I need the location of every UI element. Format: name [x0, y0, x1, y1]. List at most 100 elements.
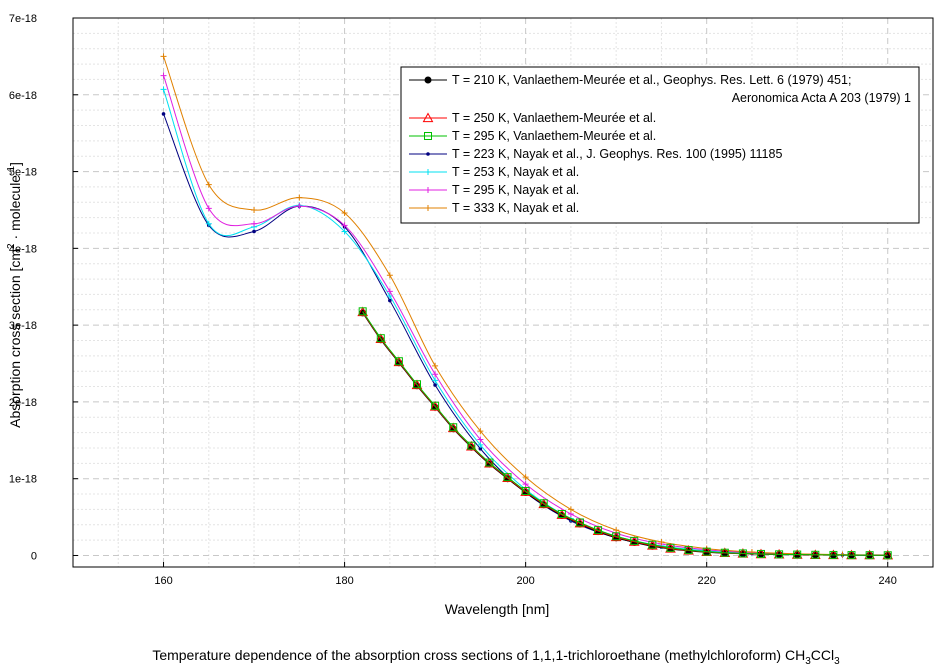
data-point [666, 543, 675, 552]
series-layer [160, 53, 894, 560]
x-tick-label: 240 [879, 575, 897, 587]
series-line [362, 312, 888, 556]
data-point [386, 272, 393, 279]
legend-box [400, 66, 920, 224]
data-point [612, 532, 621, 541]
data-point [432, 362, 439, 369]
data-point [757, 549, 765, 558]
data-point [829, 550, 838, 559]
data-point [205, 220, 212, 227]
data-point [477, 436, 484, 443]
data-point [847, 551, 856, 560]
legend-label: T = 295 K, Vanlaethem-Meurée et al. [452, 129, 656, 143]
data-point [484, 457, 495, 468]
data-point [160, 86, 167, 93]
y-axis-title: Absorption cross section [cm2 · molecule… [6, 162, 23, 428]
data-point [775, 550, 784, 559]
x-tick-label: 180 [335, 575, 353, 587]
legend-marker [424, 76, 432, 84]
series-1 [357, 306, 894, 560]
series-0 [359, 309, 892, 559]
legend-label: T = 253 K, Nayak et al. [452, 165, 579, 179]
data-point [522, 481, 529, 488]
series-line [362, 311, 888, 556]
x-tick-label: 220 [698, 575, 716, 587]
data-point [447, 422, 459, 433]
data-point [485, 458, 494, 467]
data-point [393, 356, 405, 367]
data-point [702, 547, 711, 556]
series-line [362, 311, 888, 556]
data-point [522, 474, 529, 481]
figure-caption: Temperature dependence of the absorption… [152, 647, 840, 667]
x-tick-label: 160 [154, 575, 172, 587]
legend-label: T = 295 K, Nayak et al. [452, 183, 579, 197]
data-point [376, 334, 385, 343]
data-point [388, 298, 392, 303]
data-point [431, 401, 440, 410]
data-point [477, 441, 484, 448]
data-point [357, 306, 369, 317]
data-point [594, 526, 603, 535]
data-point [205, 205, 212, 212]
legend-label: T = 210 K, Vanlaethem-Meurée et al., Geo… [452, 73, 851, 87]
data-point [429, 400, 441, 411]
y-tick-label: 5e-18 [9, 167, 37, 179]
axis-ticks: 160 180 200 220 240 0 1e-18 2e-18 3e-18 4e-18 5e-1… [9, 13, 897, 587]
legend-label: T = 333 K, Nayak et al. [452, 201, 579, 215]
data-point [502, 472, 513, 483]
data-point [296, 194, 303, 201]
legend-label: T = 250 K, Vanlaethem-Meurée et al. [452, 111, 656, 125]
data-point [432, 371, 439, 378]
data-point [684, 546, 693, 555]
legend-marker [422, 112, 434, 123]
data-point [567, 506, 574, 513]
data-point [556, 509, 568, 519]
data-point [160, 53, 167, 60]
data-point [883, 551, 892, 560]
y-tick-label: 6e-18 [9, 90, 37, 102]
data-point [251, 206, 258, 213]
data-point [413, 380, 421, 389]
data-point [341, 222, 348, 229]
data-point [538, 498, 550, 509]
y-tick-label: 1e-18 [9, 474, 37, 486]
plot-frame [72, 17, 934, 568]
legend-label: T = 223 K, Nayak et al., J. Geophys. Res… [452, 147, 782, 161]
data-point [520, 486, 531, 496]
data-point [738, 549, 747, 558]
legend-label-continued: Aeronomica Acta A 203 (1979) 1 [732, 91, 911, 105]
data-point [449, 423, 458, 432]
data-point [386, 288, 393, 295]
data-point [467, 441, 476, 450]
data-point [205, 181, 212, 188]
data-point [341, 228, 348, 235]
data-point [358, 307, 367, 316]
y-tick-label: 3e-18 [9, 320, 37, 332]
data-point [793, 550, 802, 559]
data-point [375, 333, 387, 344]
legend-marker [425, 187, 431, 193]
data-point [521, 486, 530, 495]
data-point [539, 499, 548, 508]
x-tick-label: 200 [516, 575, 534, 587]
y-tick-label: 4e-18 [9, 243, 37, 255]
data-point [574, 517, 586, 528]
data-point [160, 72, 167, 79]
data-point [557, 510, 566, 519]
data-point [433, 383, 437, 387]
data-point [575, 518, 584, 527]
data-point [648, 540, 657, 549]
legend-marker [424, 132, 432, 140]
x-axis-title: Wavelength [nm] [445, 601, 550, 617]
legend-marker [425, 205, 431, 211]
data-point [503, 473, 512, 482]
data-point [394, 357, 403, 366]
y-tick-label: 2e-18 [9, 397, 37, 409]
y-tick-label: 7e-18 [9, 13, 37, 25]
series-2 [358, 307, 892, 560]
data-point [252, 229, 256, 234]
legend-marker [426, 152, 430, 156]
data-point [478, 446, 483, 451]
